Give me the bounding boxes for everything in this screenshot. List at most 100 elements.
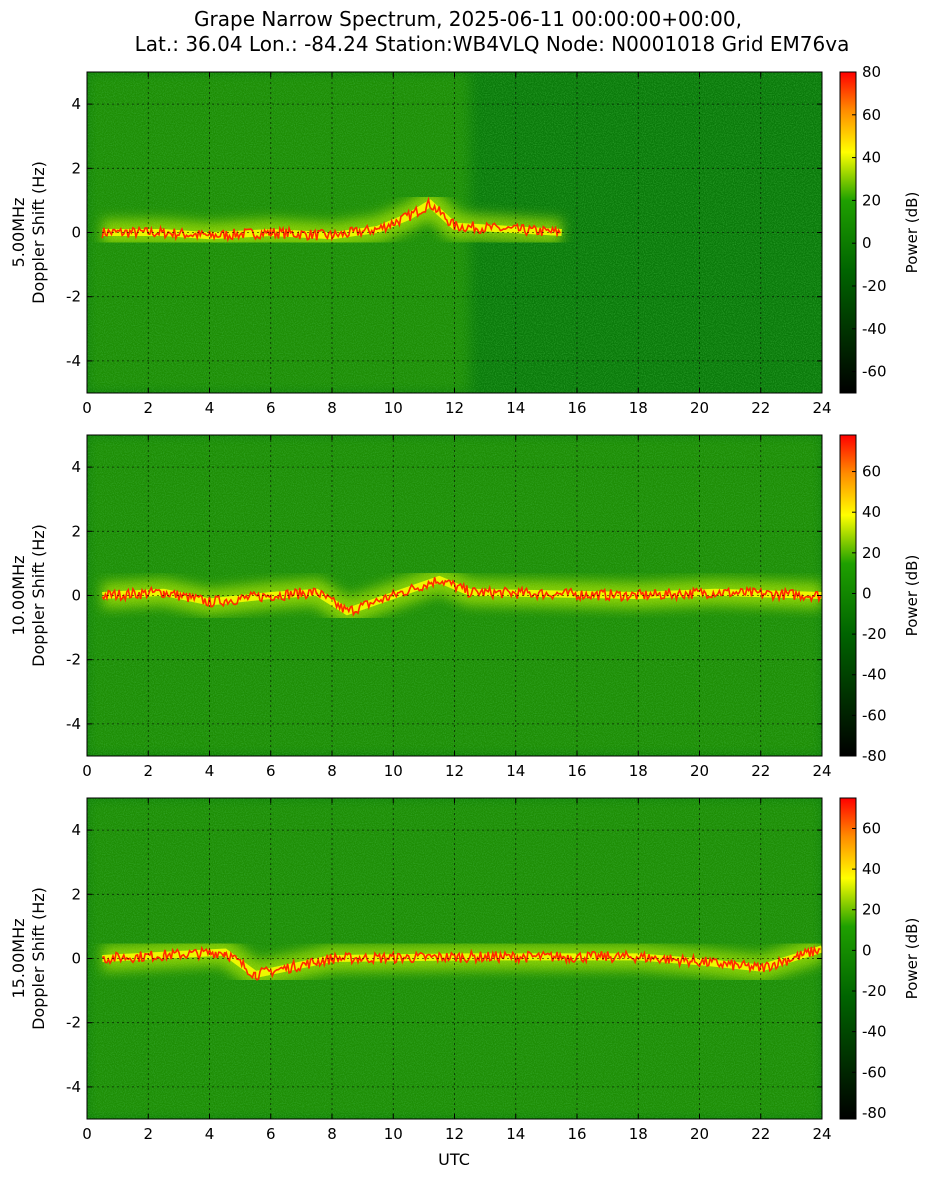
x-tick-label: 12 <box>445 1125 464 1143</box>
y-tick-label: -4 <box>66 1078 81 1096</box>
colorbar-tick-label: 20 <box>862 544 881 562</box>
x-tick-label: 0 <box>82 1125 92 1143</box>
y-tick-label: -4 <box>66 352 81 370</box>
x-tick-label: 22 <box>751 1125 770 1143</box>
x-tick-label: 20 <box>690 1125 709 1143</box>
x-tick-label: 8 <box>327 399 337 417</box>
colorbar-tick-label: -40 <box>862 1023 887 1041</box>
y-tick-label: -4 <box>66 715 81 733</box>
x-tick-label: 2 <box>143 762 153 780</box>
x-tick-label: 22 <box>751 762 770 780</box>
colorbar-tick-label: 0 <box>862 584 872 602</box>
x-tick-label: 20 <box>690 399 709 417</box>
y-tick-label: 2 <box>71 159 81 177</box>
colorbar-tick-label: 0 <box>862 234 872 252</box>
x-tick-label: 4 <box>205 399 215 417</box>
colorbar-tick-label: 80 <box>862 63 881 81</box>
x-tick-label: 18 <box>629 762 648 780</box>
y-axis-label-doppler: Doppler Shift (Hz) <box>29 524 48 667</box>
colorbar-tick-label: 60 <box>862 106 881 124</box>
colorbar-tick-label: 40 <box>862 503 881 521</box>
carrier-band <box>102 199 562 240</box>
colorbar-label: Power (dB) <box>903 192 921 274</box>
spectrogram-3 <box>87 798 822 1119</box>
x-tick-label: 12 <box>445 762 464 780</box>
colorbar-tick-label: -20 <box>862 277 887 295</box>
x-axis-label: UTC <box>438 1150 470 1169</box>
colorbar-tick-label: -40 <box>862 320 887 338</box>
colorbar-tick-label: 40 <box>862 860 881 878</box>
x-tick-label: 16 <box>567 762 586 780</box>
y-tick-label: 0 <box>71 587 81 605</box>
x-tick-label: 8 <box>327 762 337 780</box>
x-tick-label: 18 <box>629 399 648 417</box>
x-tick-label: 18 <box>629 1125 648 1143</box>
colorbar <box>839 71 857 394</box>
spectrogram-2 <box>87 435 822 756</box>
colorbar-tick-label: -60 <box>862 706 887 724</box>
y-tick-label: 0 <box>71 950 81 968</box>
y-axis-label-frequency: 5.00MHz <box>9 198 28 268</box>
x-tick-label: 14 <box>506 762 525 780</box>
colorbar-tick-label: 60 <box>862 463 881 481</box>
colorbar-tick-label: 60 <box>862 819 881 837</box>
x-tick-label: 2 <box>143 1125 153 1143</box>
y-tick-label: 2 <box>71 885 81 903</box>
colorbar <box>839 434 857 757</box>
colorbar-tick-label: 0 <box>862 941 872 959</box>
x-tick-label: 2 <box>143 399 153 417</box>
y-tick-label: 2 <box>71 522 81 540</box>
colorbar-label: Power (dB) <box>903 555 921 637</box>
y-tick-label: -2 <box>66 288 81 306</box>
x-tick-label: 0 <box>82 399 92 417</box>
colorbar-tick-label: -60 <box>862 1063 887 1081</box>
x-tick-label: 8 <box>327 1125 337 1143</box>
x-tick-label: 16 <box>567 1125 586 1143</box>
x-tick-label: 14 <box>506 1125 525 1143</box>
y-axis-label-doppler: Doppler Shift (Hz) <box>29 161 48 304</box>
colorbar-tick-label: -20 <box>862 982 887 1000</box>
figure-title-line1: Grape Narrow Spectrum, 2025-06-11 00:00:… <box>194 7 742 31</box>
colorbar-tick-label: -80 <box>862 747 887 765</box>
x-tick-label: 10 <box>384 399 403 417</box>
spectrogram-1 <box>87 72 822 393</box>
colorbar-tick-label: -60 <box>862 363 887 381</box>
y-tick-label: 4 <box>71 95 81 113</box>
x-tick-label: 14 <box>506 399 525 417</box>
y-axis-label-doppler: Doppler Shift (Hz) <box>29 887 48 1030</box>
colorbar-tick-label: 40 <box>862 149 881 167</box>
y-axis-label-frequency: 10.00MHz <box>9 555 28 635</box>
x-tick-label: 0 <box>82 762 92 780</box>
colorbar-tick-label: 20 <box>862 191 881 209</box>
carrier-trace <box>101 196 561 243</box>
carrier-trace <box>101 944 821 981</box>
colorbar-label: Power (dB) <box>903 918 921 1000</box>
colorbar-tick-label: 20 <box>862 901 881 919</box>
x-tick-label: 22 <box>751 399 770 417</box>
x-tick-label: 10 <box>384 1125 403 1143</box>
x-tick-label: 20 <box>690 762 709 780</box>
x-tick-label: 24 <box>812 399 831 417</box>
y-tick-label: 0 <box>71 224 81 242</box>
colorbar-tick-label: -40 <box>862 666 887 684</box>
y-axis-label-frequency: 15.00MHz <box>9 918 28 998</box>
x-tick-label: 4 <box>205 762 215 780</box>
x-tick-label: 10 <box>384 762 403 780</box>
y-tick-label: -2 <box>66 651 81 669</box>
y-tick-label: 4 <box>71 821 81 839</box>
x-tick-label: 12 <box>445 399 464 417</box>
x-tick-label: 6 <box>266 762 276 780</box>
y-tick-label: 4 <box>71 458 81 476</box>
x-tick-label: 24 <box>812 1125 831 1143</box>
figure-title-line2: Lat.: 36.04 Lon.: -84.24 Station:WB4VLQ … <box>135 32 850 56</box>
colorbar-tick-label: -80 <box>862 1104 887 1122</box>
x-tick-label: 24 <box>812 762 831 780</box>
colorbar-tick-label: -20 <box>862 625 887 643</box>
x-tick-label: 6 <box>266 1125 276 1143</box>
colorbar <box>839 797 857 1120</box>
